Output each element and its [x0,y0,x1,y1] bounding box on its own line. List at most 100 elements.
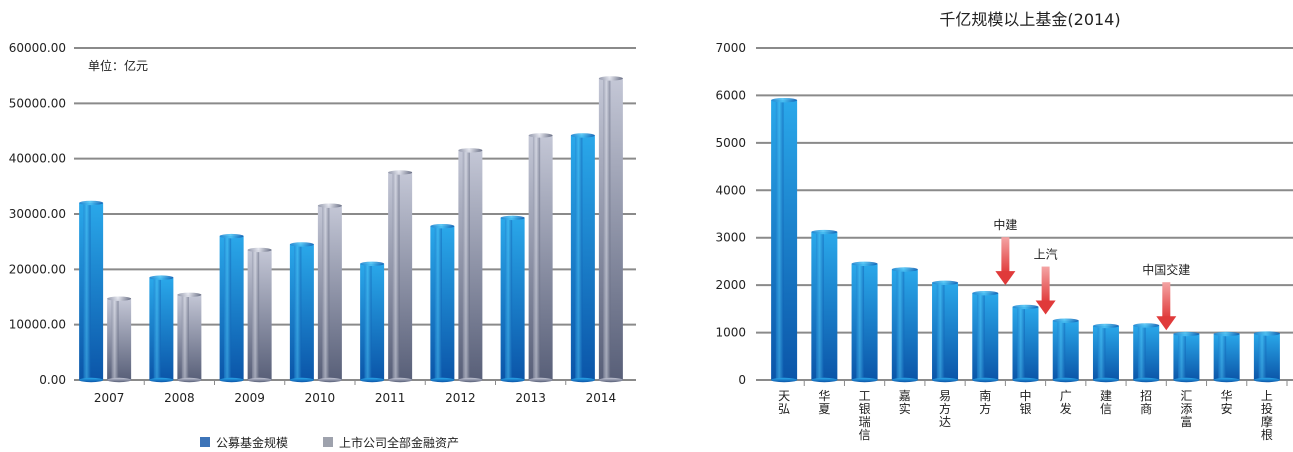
x-tick-label-char: 摩 [1261,414,1273,429]
x-tick-label-char: 天 [778,389,790,403]
y-tick-label: 30000.00 [9,207,66,221]
x-tick-label-char: 投 [1261,401,1273,416]
y-tick-label: 4000 [715,183,746,197]
bar-中银 [1012,304,1039,383]
legend-swatch-fund [200,437,210,447]
x-tick-label-char: 弘 [778,402,790,416]
y-tick-label: 10000.00 [9,318,66,332]
x-tick-label: 2014 [586,391,617,405]
unit-note: 单位：亿元 [88,58,148,73]
bar-assets-2011 [388,170,413,383]
x-tick-label-char: 实 [899,401,911,416]
x-tick-label-char: 夏 [818,402,830,416]
y-tick-label: 20000.00 [9,262,66,276]
x-tick-label-char: 华 [1221,389,1233,403]
legend-label-assets: 上市公司全部金融资产 [339,435,459,450]
bar-华安 [1213,331,1240,383]
x-tick-label-char: 嘉 [899,389,911,403]
right-bar-chart: 01000200030004000500060007000天弘华夏工银瑞信嘉实易… [715,41,1293,442]
annotation-arrow [1035,266,1056,315]
x-tick-label: 2012 [445,391,476,405]
bar-嘉实 [891,267,918,383]
bar-assets-2010 [317,203,342,383]
x-tick-label-char: 银 [859,402,871,416]
x-tick-label-char: 银 [1019,402,1031,416]
bar-assets-2007 [107,296,132,383]
x-tick-label-char: 南 [979,388,991,403]
x-tick-label: 2013 [515,391,546,405]
x-tick-label-char: 安 [1221,401,1233,416]
bar-上投摩根 [1253,331,1280,383]
x-tick-label-char: 添 [1180,402,1192,416]
annotation-label: 上汽 [1034,247,1058,262]
y-tick-label: 5000 [715,136,746,150]
x-tick-label-char: 工 [859,389,871,403]
bar-fund-2011 [360,261,385,383]
y-tick-label: 3000 [715,231,746,245]
annotation-label: 中国交建 [1142,262,1190,277]
annotation-arrow [1156,282,1177,331]
x-tick-label-char: 招 [1140,389,1152,403]
bar-fund-2007 [79,200,104,383]
y-tick-label: 50000.00 [9,96,66,110]
bar-fund-2012 [430,223,455,383]
x-tick-label-char: 广 [1060,389,1072,403]
y-tick-label: 40000.00 [9,152,66,166]
x-tick-label-char: 方 [979,401,991,416]
bar-fund-2010 [289,242,314,383]
bar-易方达 [932,280,959,383]
y-tick-label: 0 [738,373,746,387]
x-tick-label-char: 富 [1180,414,1192,429]
x-tick-label-char: 华 [818,389,830,403]
x-tick-label-char: 商 [1140,401,1152,416]
legend-swatch-assets [323,437,333,447]
chart-title: 千亿规模以上基金(2014) [939,10,1120,29]
x-tick-label-char: 发 [1060,401,1072,416]
bar-工银瑞信 [851,261,878,383]
y-tick-label: 60000.00 [9,41,66,55]
bar-assets-2008 [177,292,202,383]
y-tick-label: 7000 [715,41,746,55]
x-tick-label-char: 汇 [1180,389,1192,403]
bar-汇添富 [1173,331,1200,383]
bar-fund-2013 [500,215,525,383]
y-tick-label: 6000 [715,88,746,102]
x-tick-label: 2010 [305,391,336,405]
x-tick-label-char: 中 [1019,388,1031,403]
bar-华夏 [811,229,838,383]
left-bar-chart: 0.00 10000.00 20000.00 30000.00 40000.00 5000… [9,41,636,405]
x-tick-label: 2009 [234,391,265,405]
legend: 公募基金规模 上市公司全部金融资产 [200,435,459,450]
annotation-arrow [995,237,1016,286]
y-tick-label: 2000 [715,278,746,292]
bar-fund-2014 [570,133,595,383]
x-tick-label-char: 信 [859,428,871,442]
x-tick-label-char: 信 [1100,402,1112,416]
x-tick-label: 2011 [375,391,406,405]
bar-assets-2013 [528,133,553,383]
bar-fund-2008 [149,275,174,383]
y-tick-label: 0.00 [39,373,66,387]
x-tick-label-char: 建 [1100,389,1112,403]
bar-天弘 [771,97,798,383]
x-tick-label-char: 方 [939,401,951,416]
x-tick-label-char: 上 [1261,389,1273,403]
bar-assets-2012 [458,148,483,383]
bar-南方 [972,291,999,383]
bar-建信 [1092,323,1119,383]
x-tick-label: 2008 [164,391,195,405]
bar-fund-2009 [219,233,244,383]
bar-assets-2009 [247,247,272,383]
x-tick-label-char: 达 [939,415,951,429]
legend-label-fund: 公募基金规模 [216,435,288,450]
x-tick-label: 2007 [94,391,125,405]
x-tick-label-char: 易 [939,389,951,403]
bar-广发 [1052,318,1079,383]
y-tick-label: 1000 [715,326,746,340]
x-tick-label-char: 根 [1261,428,1273,442]
bar-招商 [1133,323,1160,383]
annotation-label: 中建 [993,217,1017,232]
x-tick-label-char: 瑞 [859,415,871,429]
bar-assets-2014 [598,76,623,383]
